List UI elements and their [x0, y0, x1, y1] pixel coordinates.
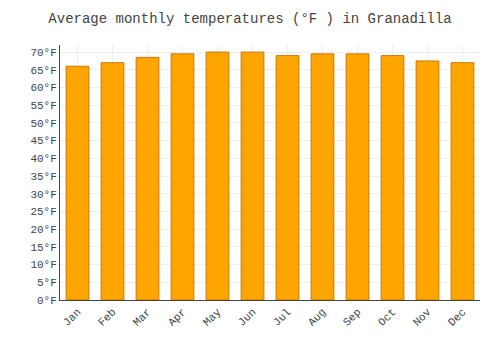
- svg-text:0°F: 0°F: [37, 295, 57, 307]
- svg-text:25°F: 25°F: [30, 206, 56, 218]
- svg-text:35°F: 35°F: [30, 171, 56, 183]
- svg-text:70°F: 70°F: [30, 47, 56, 59]
- svg-text:50°F: 50°F: [30, 118, 56, 130]
- svg-text:Jan: Jan: [61, 306, 83, 328]
- svg-text:60°F: 60°F: [30, 82, 56, 94]
- svg-text:Aug: Aug: [306, 306, 328, 328]
- svg-text:Apr: Apr: [166, 306, 188, 328]
- svg-text:Jun: Jun: [236, 306, 258, 328]
- svg-text:Mar: Mar: [131, 306, 153, 328]
- svg-text:Feb: Feb: [96, 306, 118, 328]
- svg-text:Oct: Oct: [376, 306, 398, 328]
- svg-text:40°F: 40°F: [30, 153, 56, 165]
- svg-text:Jul: Jul: [271, 306, 293, 328]
- svg-text:15°F: 15°F: [30, 242, 56, 254]
- svg-text:May: May: [201, 306, 224, 329]
- svg-text:10°F: 10°F: [30, 259, 56, 271]
- svg-text:55°F: 55°F: [30, 100, 56, 112]
- svg-text:Nov: Nov: [411, 306, 434, 329]
- svg-text:45°F: 45°F: [30, 135, 56, 147]
- svg-text:65°F: 65°F: [30, 65, 56, 77]
- svg-text:Average monthly temperatures (: Average monthly temperatures (°F ) in Gr…: [48, 11, 451, 27]
- svg-text:30°F: 30°F: [30, 189, 56, 201]
- svg-text:20°F: 20°F: [30, 224, 56, 236]
- svg-text:5°F: 5°F: [37, 277, 57, 289]
- svg-text:Dec: Dec: [446, 306, 468, 328]
- svg-text:Sep: Sep: [341, 306, 363, 328]
